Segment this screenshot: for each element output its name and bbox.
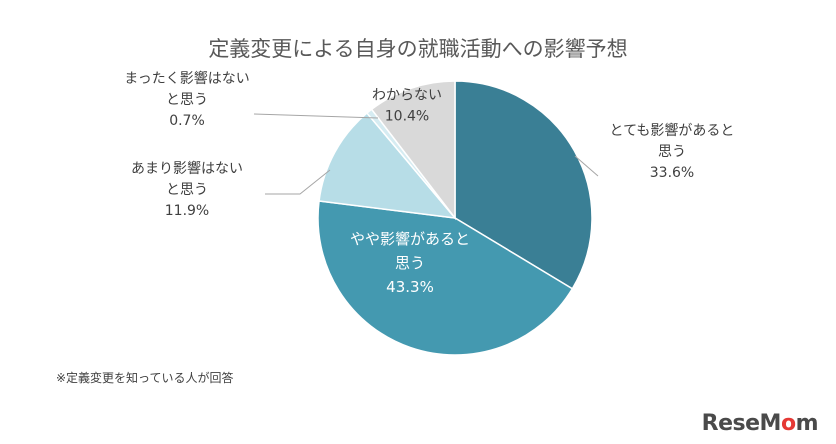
slice-value-label: 0.7% bbox=[169, 113, 205, 129]
pie-slice bbox=[317, 200, 574, 356]
footnote: ※定義変更を知っている人が回答 bbox=[56, 370, 233, 385]
slice-value-label: 43.3% bbox=[386, 278, 434, 296]
pie-slices bbox=[317, 80, 593, 356]
resemom-logo: ResеMom bbox=[701, 411, 819, 436]
slice-value-label: 11.9% bbox=[165, 203, 209, 219]
slice-labels: とても影響があると思う33.6%やや影響があると思う43.3%あまり影響はないと… bbox=[124, 70, 734, 296]
slice-category-label: わからない bbox=[372, 88, 442, 104]
slice-category-label: あまり影響はない bbox=[131, 160, 243, 177]
pie-slice bbox=[454, 80, 593, 290]
slice-category-label: と思う bbox=[166, 182, 208, 198]
leader-line bbox=[253, 113, 379, 119]
leader-lines bbox=[253, 113, 599, 195]
pie-slice bbox=[318, 111, 457, 219]
slice-value-label: 33.6% bbox=[650, 165, 694, 181]
slice-category-label: とても影響があると bbox=[610, 122, 735, 139]
slice-category-label: まったく影響はない bbox=[124, 70, 249, 87]
leader-line bbox=[574, 155, 599, 177]
slice-value-label: 10.4% bbox=[385, 109, 429, 125]
slice-category-label: 思う bbox=[658, 144, 686, 160]
pie-slice bbox=[370, 80, 456, 221]
slice-category-label: やや影響があると bbox=[350, 230, 470, 248]
slice-category-label: 思う bbox=[395, 254, 425, 272]
chart-title: 定義変更による自身の就職活動への影響予想 bbox=[208, 37, 627, 61]
leader-line bbox=[265, 169, 331, 195]
slice-category-label: と思う bbox=[166, 92, 208, 108]
